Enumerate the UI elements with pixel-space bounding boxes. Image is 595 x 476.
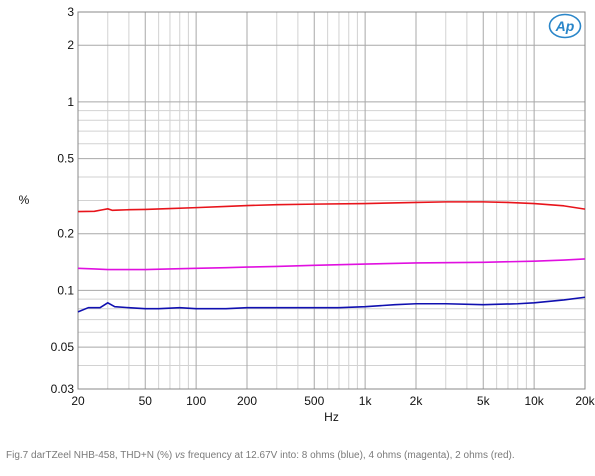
x-tick-labels: 20 50 100 200 500 1k 2k 5k 10k 20k: [71, 394, 595, 408]
caption-italic: vs: [175, 450, 186, 461]
logo-text: Ap: [555, 18, 575, 34]
series-line-1: [77, 201, 586, 213]
y-tick-label: 2: [67, 38, 74, 52]
x-tick-label: 500: [304, 394, 324, 408]
x-tick-label: 200: [237, 394, 257, 408]
y-tick-label: 0.1: [57, 283, 74, 297]
x-tick-label: 5k: [477, 394, 491, 408]
x-tick-label: 100: [186, 394, 206, 408]
x-tick-label: 20: [71, 394, 85, 408]
y-tick-label: 0.5: [57, 152, 74, 166]
x-tick-label: 1k: [359, 394, 373, 408]
series-line-2: [77, 258, 586, 271]
y-tick-label: 0.03: [51, 382, 75, 396]
series-line-3: [77, 296, 586, 313]
y-tick-label: 1: [67, 95, 74, 109]
figure-caption: Fig.7 darTZeel NHB-458, THD+N (%) vs fre…: [6, 450, 591, 461]
caption-prefix: Fig.7 darTZeel NHB-458, THD+N (%): [6, 450, 173, 461]
x-tick-label: 20k: [575, 394, 595, 408]
x-tick-label: 2k: [410, 394, 424, 408]
y-tick-label: 0.2: [57, 227, 74, 241]
y-tick-label: 0.05: [51, 340, 75, 354]
ap-logo: Ap: [548, 13, 582, 39]
minor-grid: [78, 12, 585, 389]
y-axis-label: %: [19, 193, 30, 207]
x-tick-label: 10k: [524, 394, 544, 408]
x-axis-label: Hz: [324, 410, 339, 424]
caption-suffix: frequency at 12.67V into: 8 ohms (blue),…: [187, 450, 515, 461]
plot-frame: [77, 11, 586, 390]
y-tick-labels: 0.03 0.05 0.1 0.2 0.5 1 2 3: [51, 5, 75, 396]
y-tick-label: 3: [67, 5, 74, 19]
chart: 20 50 100 200 500 1k 2k 5k 10k 20k 0.03 0.05 0.1 0.2…: [19, 5, 595, 424]
x-tick-label: 50: [139, 394, 153, 408]
series-layer: [77, 201, 586, 313]
